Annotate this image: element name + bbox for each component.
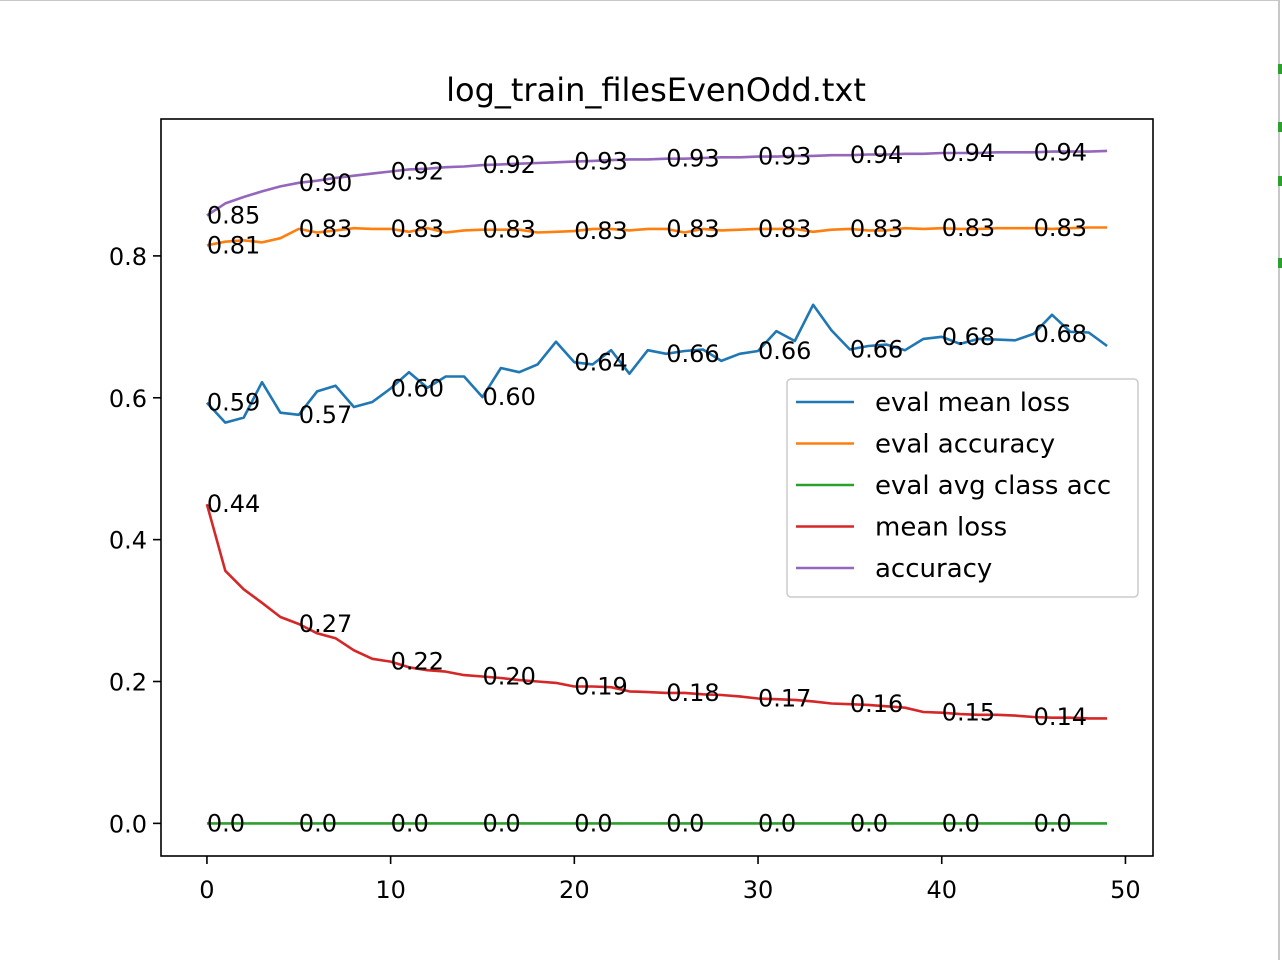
x-tick-label: 50 bbox=[1110, 876, 1141, 904]
data-label: 0.57 bbox=[299, 401, 352, 429]
data-label: 0.20 bbox=[483, 663, 536, 691]
data-label: 0.16 bbox=[850, 690, 903, 718]
data-label: 0.66 bbox=[666, 340, 719, 368]
data-label: 0.83 bbox=[391, 215, 444, 243]
data-label: 0.14 bbox=[1034, 703, 1087, 731]
edge-mark bbox=[1278, 258, 1282, 268]
plot-frame bbox=[160, 118, 1154, 857]
y-tick-label: 0.0 bbox=[109, 810, 147, 838]
data-label: 0.22 bbox=[391, 648, 444, 676]
data-label: 0.0 bbox=[942, 809, 980, 837]
data-label: 0.93 bbox=[758, 143, 811, 171]
data-label: 0.94 bbox=[850, 141, 903, 169]
edge-mark bbox=[1278, 176, 1282, 186]
x-tick-label: 40 bbox=[926, 876, 957, 904]
y-tick-label: 0.8 bbox=[109, 243, 147, 271]
data-label: 0.81 bbox=[207, 231, 260, 259]
y-tick-label: 0.6 bbox=[109, 385, 147, 413]
chart-title: log_train_filesEvenOdd.txt bbox=[446, 71, 866, 109]
y-tick-label: 0.4 bbox=[109, 527, 147, 555]
data-label: 0.59 bbox=[207, 389, 260, 417]
data-label: 0.17 bbox=[758, 685, 811, 713]
edge-mark bbox=[1278, 122, 1282, 132]
axes: 0 10 20 30 40 50 0.0 0.2 0.4 0.6 0.8 bbox=[109, 243, 1141, 904]
data-label: 0.94 bbox=[1034, 138, 1087, 166]
data-label: 0.83 bbox=[850, 215, 903, 243]
edge-mark bbox=[1278, 64, 1282, 74]
data-label: 0.93 bbox=[666, 145, 719, 173]
data-label: 0.0 bbox=[207, 809, 245, 837]
data-label: 0.83 bbox=[666, 215, 719, 243]
legend-label: accuracy bbox=[875, 554, 992, 584]
x-tick-label: 10 bbox=[375, 876, 406, 904]
legend-label: mean loss bbox=[875, 513, 1007, 543]
series-line bbox=[206, 149, 1108, 217]
legend-box bbox=[786, 378, 1139, 598]
data-label: 0.60 bbox=[483, 383, 536, 411]
data-label: 0.83 bbox=[574, 217, 627, 245]
data-label: 0.0 bbox=[850, 809, 888, 837]
data-label: 0.18 bbox=[666, 679, 719, 707]
data-label: 0.0 bbox=[299, 809, 337, 837]
data-label: 0.83 bbox=[758, 215, 811, 243]
data-label: 0.83 bbox=[1034, 214, 1087, 242]
data-label: 0.0 bbox=[758, 809, 796, 837]
data-label: 0.92 bbox=[483, 151, 536, 179]
data-label: 0.93 bbox=[574, 148, 627, 176]
x-tick-label: 20 bbox=[559, 876, 590, 904]
data-label: 0.68 bbox=[942, 323, 995, 351]
plot-marks bbox=[205, 149, 1108, 825]
x-tick-label: 0 bbox=[199, 876, 214, 904]
legend: eval mean loss eval accuracy eval avg clas… bbox=[786, 378, 1139, 598]
data-label: 0.0 bbox=[391, 809, 429, 837]
data-label: 0.83 bbox=[483, 216, 536, 244]
data-label: 0.94 bbox=[942, 139, 995, 167]
data-label: 0.83 bbox=[299, 215, 352, 243]
data-label: 0.85 bbox=[207, 202, 260, 230]
data-label: 0.83 bbox=[942, 214, 995, 242]
data-label: 0.44 bbox=[207, 490, 260, 518]
data-label: 0.15 bbox=[942, 699, 995, 727]
data-label: 0.66 bbox=[758, 337, 811, 365]
data-label: 0.19 bbox=[574, 673, 627, 701]
data-label: 0.60 bbox=[391, 375, 444, 403]
data-label: 0.0 bbox=[574, 809, 612, 837]
series-line bbox=[206, 226, 1108, 247]
data-label: 0.90 bbox=[299, 169, 352, 197]
data-label: 0.64 bbox=[574, 348, 627, 376]
legend-label: eval avg class acc bbox=[875, 471, 1111, 501]
data-label: 0.92 bbox=[391, 158, 444, 186]
x-tick-label: 30 bbox=[743, 876, 774, 904]
data-label: 0.0 bbox=[1034, 809, 1072, 837]
data-label: 0.0 bbox=[483, 809, 521, 837]
y-tick-label: 0.2 bbox=[109, 669, 147, 697]
legend-label: eval accuracy bbox=[875, 430, 1055, 460]
data-labels: 0.59 0.57 0.60 0.60 0.64 0.66 0.66 0.66 0.68 0.68… bbox=[207, 138, 1087, 837]
series-line bbox=[205, 303, 1108, 424]
data-label: 0.68 bbox=[1034, 320, 1087, 348]
data-label: 0.27 bbox=[299, 610, 352, 638]
series-line bbox=[205, 503, 1108, 720]
data-label: 0.0 bbox=[666, 809, 704, 837]
legend-label: eval mean loss bbox=[875, 388, 1070, 418]
data-label: 0.66 bbox=[850, 336, 903, 364]
